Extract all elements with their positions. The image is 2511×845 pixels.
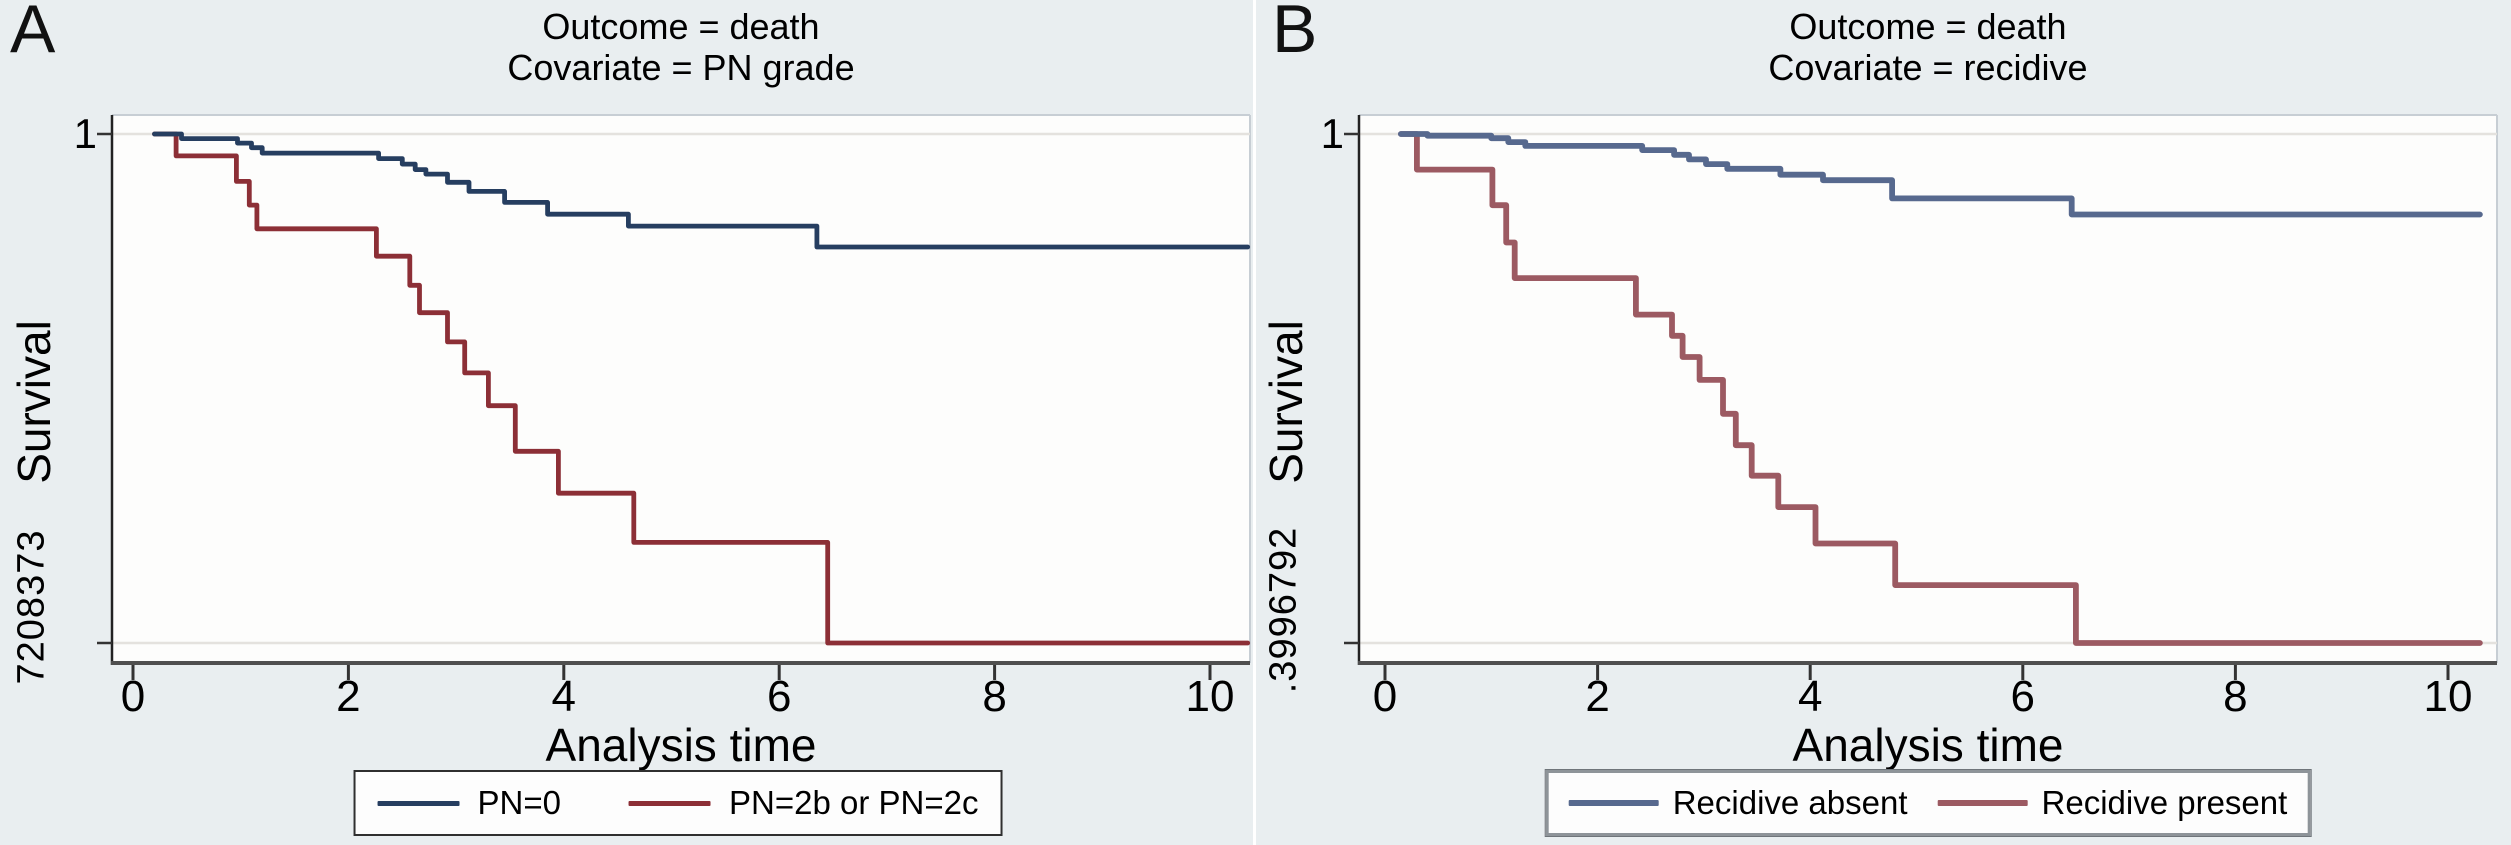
panel-letter-b: B (1272, 0, 1318, 67)
panel-letter-a: A (10, 0, 56, 67)
plot-area (1359, 115, 2497, 663)
y-tick-label-1-a: 1 (73, 110, 97, 157)
legend-label-pn0: PN=0 (477, 784, 561, 821)
survival-curve-recidive-absent (1398, 131, 2483, 218)
y-axis-title-b: Survival (1260, 320, 1312, 484)
x-tick-label-10: 10 (2423, 672, 2473, 721)
survival-curve-pn2b-or-pn2c (152, 131, 1251, 646)
legend-b: Recidive absent Recidive present (1545, 770, 2311, 836)
x-tick-label-10: 10 (1185, 672, 1235, 721)
x-tick-label-6: 6 (766, 672, 792, 721)
legend-line-pn2b-pn2c (629, 800, 711, 806)
legend-line-pn0 (377, 800, 460, 806)
x-tick-label-2: 2 (336, 672, 361, 721)
survival-curve-recidive-present (1398, 131, 2483, 646)
x-tick-label-4: 4 (551, 672, 577, 721)
plot-title-a: Outcome = death Covariate = PN grade (507, 6, 854, 88)
panel-divider (1253, 0, 1256, 845)
x-tick-label-0: 0 (1372, 672, 1398, 721)
x-tick-label-2: 2 (1585, 672, 1610, 721)
y-tick-label-bottom-b: .3996792 (1262, 526, 1305, 694)
x-tick-label-8: 8 (982, 672, 1007, 721)
x-tick-label-8: 8 (2223, 672, 2248, 721)
survival-plot-b (1344, 114, 2498, 680)
survival-plot-a (97, 114, 1251, 680)
y-tick-label-bottom-a: 7208373 (10, 529, 53, 685)
legend-label-recidive-absent: Recidive absent (1672, 784, 1908, 821)
x-axis-title-b: Analysis time (1792, 719, 2064, 771)
title-covariate-b: Covariate = recidive (1768, 47, 2088, 88)
legend-line-recidive-present (1937, 800, 2028, 806)
plot-title-b: Outcome = death Covariate = recidive (1768, 6, 2087, 88)
y-tick-label-1-b: 1 (1320, 110, 1344, 157)
title-covariate-a: Covariate = PN grade (507, 47, 855, 88)
x-axis-title-a: Analysis time (545, 719, 817, 771)
x-tick-label-4: 4 (1797, 672, 1823, 721)
legend-a: PN=0 PN=2b or PN=2c (353, 770, 1003, 836)
x-tick-label-6: 6 (2010, 672, 2036, 721)
survival-curve-pn0 (152, 131, 1251, 250)
legend-line-recidive-absent (1568, 800, 1659, 806)
panel-a: A Outcome = death Covariate = PN grade S… (0, 0, 1253, 845)
legend-label-pn2b-pn2c: PN=2b or PN=2c (729, 784, 979, 821)
legend-label-recidive-present: Recidive present (2041, 784, 2288, 821)
y-axis-title-a: Survival (8, 320, 60, 484)
x-tick-label-0: 0 (120, 672, 146, 721)
panel-b: B Outcome = death Covariate = recidive S… (1256, 0, 2511, 845)
title-outcome-b: Outcome = death (1789, 6, 2067, 47)
plot-area (112, 115, 1250, 663)
title-outcome-a: Outcome = death (542, 6, 820, 47)
